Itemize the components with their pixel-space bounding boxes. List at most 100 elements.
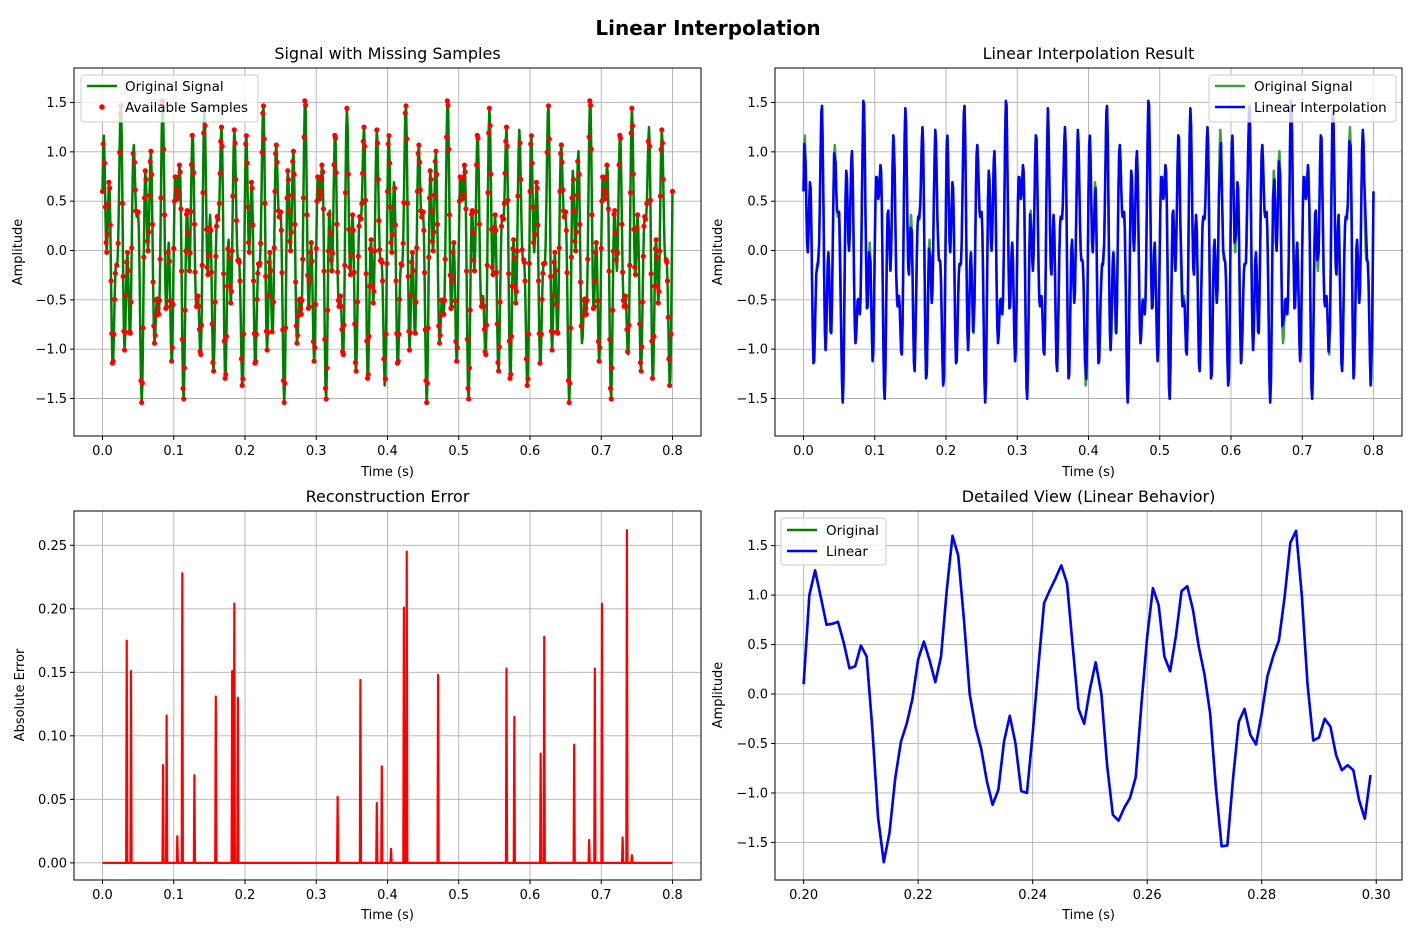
- sample-point: [312, 345, 318, 351]
- sample-point: [592, 278, 598, 284]
- sample-point: [551, 259, 557, 265]
- sample-point: [167, 298, 173, 304]
- sample-point: [545, 103, 552, 109]
- sample-point: [552, 249, 558, 256]
- sample-point: [189, 132, 195, 138]
- sample-point: [503, 138, 509, 144]
- sample-point: [649, 375, 656, 381]
- sample-point: [164, 304, 170, 310]
- sample-point: [183, 248, 189, 254]
- sample-point: [525, 331, 532, 337]
- sample-point: [527, 188, 533, 194]
- sample-point: [149, 171, 155, 177]
- sample-point: [493, 269, 500, 275]
- sample-point: [463, 268, 470, 274]
- sample-point: [364, 338, 370, 344]
- sample-point: [196, 303, 202, 309]
- sample-point: [218, 124, 225, 130]
- sample-point: [306, 304, 312, 310]
- sample-point: [156, 311, 162, 317]
- sample-point: [416, 142, 422, 148]
- sample-point: [335, 269, 341, 275]
- sample-point: [140, 325, 146, 331]
- sample-point: [656, 288, 662, 295]
- sample-point: [607, 336, 613, 342]
- sample-point: [414, 245, 420, 251]
- sample-point: [243, 133, 250, 139]
- sample-point: [602, 191, 609, 197]
- sample-point: [175, 191, 181, 197]
- sample-point: [166, 258, 173, 264]
- sample-point: [176, 162, 183, 168]
- sample-point: [283, 325, 289, 331]
- sample-point: [449, 304, 455, 310]
- sample-point: [395, 358, 401, 364]
- sample-point: [634, 212, 641, 218]
- sample-point: [430, 248, 436, 254]
- sample-point: [104, 231, 111, 238]
- sample-point: [586, 134, 592, 140]
- sample-point: [111, 331, 117, 337]
- sample-point: [322, 385, 329, 391]
- sample-point: [574, 192, 580, 198]
- sample-point: [199, 262, 205, 268]
- sample-point: [583, 311, 589, 317]
- sample-point: [112, 296, 118, 302]
- sample-point: [218, 138, 224, 144]
- sample-point: [658, 146, 664, 153]
- sample-point: [483, 322, 490, 328]
- sample-point: [358, 216, 364, 222]
- sample-point: [419, 214, 425, 220]
- sample-point: [486, 130, 492, 136]
- sample-point: [639, 344, 645, 350]
- sample-point: [515, 193, 521, 199]
- sample-point: [278, 227, 284, 233]
- sample-point: [454, 358, 460, 364]
- sample-point: [489, 264, 495, 270]
- sample-point: [143, 176, 149, 183]
- sample-point: [454, 345, 460, 351]
- sample-point: [244, 160, 250, 166]
- sample-point: [653, 237, 659, 243]
- sample-point: [174, 187, 180, 193]
- sample-point: [385, 141, 391, 147]
- sample-point: [542, 260, 548, 266]
- sample-point: [441, 297, 448, 303]
- sample-point: [465, 385, 471, 391]
- sample-point: [285, 176, 292, 183]
- sample-point: [147, 158, 153, 164]
- sample-point: [498, 223, 505, 229]
- sample-point: [488, 171, 494, 177]
- sample-point: [558, 150, 564, 157]
- sample-point: [616, 162, 622, 168]
- sample-point: [142, 168, 148, 174]
- sample-point: [393, 278, 399, 284]
- sample-point: [141, 254, 147, 260]
- sample-point: [501, 216, 507, 222]
- sample-point: [369, 283, 376, 289]
- sample-point: [379, 278, 386, 284]
- sample-point: [151, 323, 157, 329]
- sample-point: [351, 269, 357, 275]
- sample-point: [537, 360, 543, 366]
- sample-point: [105, 201, 111, 207]
- sample-point: [347, 264, 353, 270]
- sample-point: [384, 188, 391, 194]
- sample-point: [387, 204, 393, 210]
- panel-linear-interpolation-result: Linear Interpolation Result 0.0 0.1 0.2 0.3…: [711, 44, 1403, 480]
- sample-point: [360, 138, 366, 144]
- sample-point: [349, 212, 356, 218]
- sample-point: [585, 256, 591, 262]
- sample-point: [641, 223, 647, 229]
- sample-point: [212, 299, 218, 305]
- sample-point: [179, 336, 185, 342]
- sample-point: [427, 168, 433, 174]
- y-tick-label: 0.5: [747, 638, 768, 653]
- sample-point: [191, 221, 198, 227]
- y-axis-label: Absolute Error: [13, 648, 28, 741]
- x-tick-label: 0.8: [662, 888, 683, 903]
- sample-point: [228, 288, 235, 295]
- x-tick-label: 0.6: [520, 888, 541, 903]
- sample-point: [158, 195, 164, 201]
- sample-point: [279, 270, 285, 276]
